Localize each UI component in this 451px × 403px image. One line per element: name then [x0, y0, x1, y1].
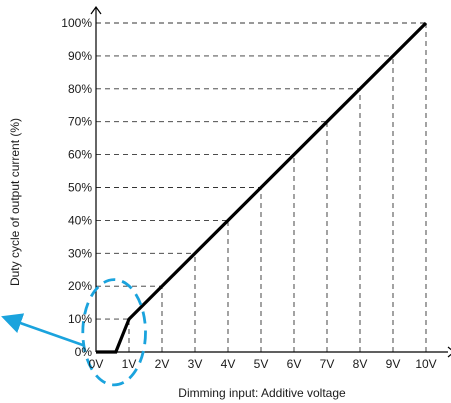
- y-tick-label: 70%: [68, 115, 92, 129]
- x-tick-label: 0V: [89, 357, 104, 371]
- annotation-layer: [1, 278, 147, 387]
- y-tick-label: 30%: [68, 246, 92, 260]
- y-tick-label: 100%: [61, 16, 92, 30]
- x-tick-label: 6V: [287, 357, 302, 371]
- highlight-arrow: [1, 313, 85, 347]
- x-tick-label: 1V: [122, 357, 137, 371]
- x-axis-title: Dimming input: Additive voltage: [178, 386, 346, 400]
- x-axis-arrow: [447, 346, 451, 358]
- grid-lines: [96, 22, 427, 352]
- y-tick-label: 0%: [75, 345, 93, 359]
- highlight-circle: [81, 278, 147, 387]
- x-tick-label: 8V: [353, 357, 368, 371]
- y-tick-label: 10%: [68, 312, 92, 326]
- axes: [90, 5, 451, 358]
- x-tick-label: 5V: [254, 357, 269, 371]
- x-tick-label: 7V: [320, 357, 335, 371]
- series-line: [96, 21, 428, 354]
- tick-labels: 0% 10% 20% 30% 40% 50% 60% 70% 80% 90% 100% 0V 1V 2V 3…: [61, 16, 436, 371]
- x-tick-label: 2V: [155, 357, 170, 371]
- y-tick-label: 40%: [68, 213, 92, 227]
- y-tick-label: 80%: [68, 82, 92, 96]
- y-axis-arrow: [90, 5, 102, 15]
- y-tick-label: 90%: [68, 49, 92, 63]
- y-tick-label: 60%: [68, 148, 92, 162]
- y-tick-label: 50%: [68, 181, 92, 195]
- x-tick-label: 10V: [415, 357, 436, 371]
- y-tick-label: 20%: [68, 279, 92, 293]
- y-axis-title: Duty cycle of output current (%): [8, 118, 22, 286]
- x-tick-label: 9V: [386, 357, 401, 371]
- x-tick-label: 3V: [188, 357, 203, 371]
- series-layer: [96, 21, 428, 354]
- x-tick-label: 4V: [221, 357, 236, 371]
